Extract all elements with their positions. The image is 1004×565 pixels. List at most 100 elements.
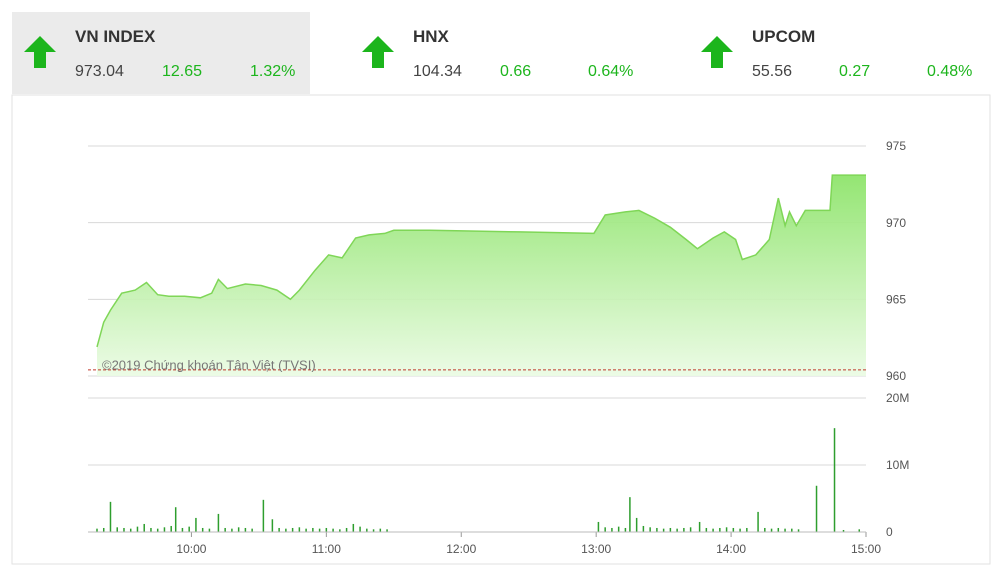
volume-bar bbox=[174, 507, 177, 532]
y-tick-label: 10M bbox=[886, 458, 909, 472]
volume-bar bbox=[96, 528, 98, 532]
volume-bar bbox=[224, 527, 226, 532]
index-value: 55.56 bbox=[752, 63, 793, 80]
volume-bar bbox=[604, 527, 606, 532]
index-percent: 0.64% bbox=[588, 63, 634, 80]
volume-bar bbox=[757, 511, 759, 532]
volume-bar bbox=[858, 529, 861, 532]
volume-bar bbox=[719, 527, 721, 532]
y-tick-label: 20M bbox=[886, 391, 909, 405]
volume-bar bbox=[676, 528, 678, 532]
up-arrow bbox=[362, 36, 394, 68]
volume-bar bbox=[366, 528, 368, 532]
volume-bar bbox=[739, 528, 741, 532]
index-card[interactable]: UPCOM 55.56 0.27 0.48% bbox=[689, 12, 987, 94]
volume-bar bbox=[188, 526, 190, 532]
price-line bbox=[96, 174, 866, 348]
volume-bar bbox=[156, 528, 159, 532]
volume-bar bbox=[208, 528, 211, 532]
volume-bar bbox=[143, 523, 145, 532]
volume-bar bbox=[195, 517, 197, 532]
volume-bar bbox=[102, 527, 105, 532]
volume-bar bbox=[784, 528, 786, 532]
index-name: VN INDEX bbox=[75, 27, 156, 46]
index-name: HNX bbox=[413, 27, 449, 46]
volume-bar bbox=[624, 527, 627, 532]
chart-frame bbox=[11, 94, 991, 565]
volume-bar bbox=[237, 527, 240, 532]
volume-bar bbox=[352, 523, 355, 532]
volume-bar bbox=[379, 528, 382, 532]
volume-bar bbox=[298, 527, 301, 532]
volume-bar bbox=[291, 527, 294, 532]
volume-bar bbox=[705, 527, 708, 532]
x-tick-label: 15:00 bbox=[851, 542, 881, 556]
volume-bar bbox=[629, 497, 631, 532]
volume-bar bbox=[285, 528, 287, 532]
volume-bar bbox=[842, 529, 845, 532]
volume-bar bbox=[170, 525, 172, 532]
volume-bar bbox=[649, 527, 651, 532]
index-value: 104.34 bbox=[413, 63, 462, 80]
volume-bar bbox=[698, 521, 701, 532]
volume-bar bbox=[305, 528, 307, 532]
volume-bar bbox=[791, 528, 793, 532]
x-tick-label: 11:00 bbox=[312, 542, 341, 556]
volume-bar bbox=[683, 527, 685, 532]
index-percent: 0.48% bbox=[927, 63, 973, 80]
volume-bar bbox=[764, 527, 766, 532]
volume-bar bbox=[271, 519, 274, 532]
volume-bar bbox=[312, 527, 314, 532]
volume-bar bbox=[656, 527, 658, 532]
volume-bar bbox=[163, 527, 166, 532]
volume-bar bbox=[611, 527, 613, 532]
index-card[interactable]: VN INDEX 973.04 12.65 1.32% bbox=[12, 12, 310, 94]
volume-bar bbox=[201, 527, 204, 532]
volume-bar bbox=[712, 528, 714, 532]
index-card[interactable]: HNX 104.34 0.66 0.64% bbox=[350, 12, 648, 94]
volume-bar bbox=[372, 529, 375, 532]
volume-bar bbox=[181, 527, 184, 532]
x-tick-label: 12:00 bbox=[446, 542, 476, 556]
volume-bar bbox=[231, 528, 233, 532]
volume-bar bbox=[345, 527, 348, 532]
volume-bar bbox=[635, 517, 638, 532]
volume-bar bbox=[136, 526, 139, 532]
index-value: 973.04 bbox=[75, 63, 124, 80]
volume-bar bbox=[325, 527, 328, 532]
x-tick-label: 10:00 bbox=[176, 542, 206, 556]
volume-bar bbox=[669, 527, 672, 532]
area-fill bbox=[97, 175, 866, 376]
watermark: ©2019 Chứng khoán Tân Việt (TVSI) bbox=[102, 357, 316, 372]
volume-bar bbox=[109, 501, 112, 532]
volume-bar bbox=[217, 513, 220, 532]
volume-bar bbox=[339, 529, 341, 532]
volume-bar bbox=[278, 527, 280, 532]
volume-bar bbox=[116, 527, 118, 532]
volume-bar bbox=[386, 529, 388, 532]
x-tick-label: 14:00 bbox=[716, 542, 746, 556]
volume-bar bbox=[732, 527, 735, 532]
volume-bar bbox=[332, 528, 334, 532]
y-tick-label: 960 bbox=[886, 369, 906, 383]
volume-bar bbox=[129, 528, 132, 532]
index-name: UPCOM bbox=[752, 27, 816, 46]
y-tick-label: 0 bbox=[886, 525, 893, 539]
volume-bar bbox=[815, 485, 818, 532]
volume-bar bbox=[662, 528, 665, 532]
volume-bar bbox=[833, 428, 836, 532]
y-tick-label: 965 bbox=[886, 293, 906, 307]
up-arrow bbox=[701, 36, 733, 68]
y-tick-label: 970 bbox=[886, 216, 906, 230]
volume-bar bbox=[642, 525, 645, 532]
up-arrow bbox=[24, 36, 56, 68]
y-tick-label: 975 bbox=[886, 139, 906, 153]
volume-bar bbox=[725, 527, 728, 532]
volume-bar bbox=[777, 527, 780, 532]
volume-bar bbox=[123, 527, 125, 532]
index-percent: 1.32% bbox=[250, 63, 296, 80]
volume-bar bbox=[359, 526, 361, 532]
x-tick-label: 13:00 bbox=[581, 542, 611, 556]
index-change: 12.65 bbox=[162, 63, 203, 80]
